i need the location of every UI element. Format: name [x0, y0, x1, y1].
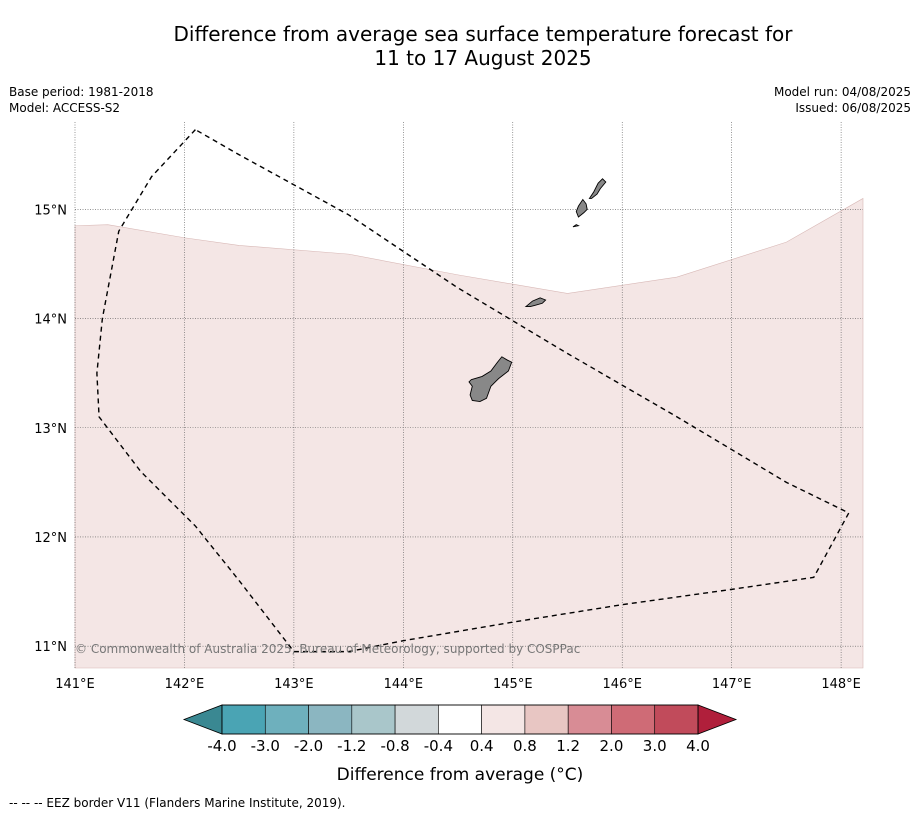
- colorbar-frame: [221, 704, 699, 735]
- meta-right: Model run: 04/08/2025 Issued: 06/08/2025: [774, 84, 911, 116]
- x-tick-label-1: 142°E: [165, 677, 205, 692]
- eez-border: [96, 129, 850, 653]
- map-area: 141°E 142°E 143°E 144°E 145°E 146°E 147°E 148°E…: [34, 122, 864, 692]
- island-0: [468, 356, 513, 403]
- y-tick-label-4: 15°N: [34, 203, 67, 218]
- colorbar-tick-label-2: -2.0: [294, 737, 323, 755]
- x-tick-label-4: 145°E: [493, 677, 533, 692]
- colorbar-tick-label-9: 2.0: [600, 737, 624, 755]
- colorbar-bin-8: [567, 704, 612, 735]
- copyright-credit: © Commonwealth of Australia 2025, Bureau…: [75, 642, 580, 656]
- colorbar-over-arrow: [697, 704, 738, 735]
- colorbar-bin-5: [438, 704, 482, 735]
- colorbar-tick-label-0: -4.0: [207, 737, 236, 755]
- colorbar-bin-3: [351, 704, 396, 735]
- colorbar-bin-0: [221, 704, 266, 735]
- colorbar-tick-label-3: -1.2: [337, 737, 366, 755]
- x-tick-label-7: 148°E: [821, 677, 861, 692]
- chart-title: Difference from average sea surface temp…: [0, 22, 919, 70]
- y-tick-label-1: 12°N: [34, 531, 67, 546]
- colorbar-tick-label-5: -0.4: [424, 737, 453, 755]
- colorbar-tick-label-6: 0.4: [470, 737, 494, 755]
- base-period-text: Base period: 1981-2018: [9, 85, 154, 99]
- anomaly-region: [74, 197, 864, 669]
- colorbar-bin-10: [654, 704, 699, 735]
- colorbar-bin-9: [611, 704, 656, 735]
- title-line-1: Difference from average sea surface temp…: [173, 22, 793, 46]
- island-3: [588, 178, 607, 199]
- island-2: [575, 198, 588, 218]
- model-text: Model: ACCESS-S2: [9, 101, 121, 115]
- y-tick-label-0: 11°N: [34, 640, 67, 655]
- colorbar: -4.0 -3.0 -2.0 -1.2 -0.8 -0.4 0.4 0.8 1.2 2.0 3.0 4…: [182, 704, 738, 785]
- y-tick-label-3: 14°N: [34, 313, 67, 328]
- issued-text: Issued: 06/08/2025: [795, 101, 911, 115]
- colorbar-bin-6: [481, 704, 526, 735]
- model-run-text: Model run: 04/08/2025: [773, 85, 911, 99]
- colorbar-tick-label-4: -0.8: [380, 737, 409, 755]
- x-tick-label-0: 141°E: [55, 677, 95, 692]
- y-tick-label-2: 13°N: [34, 422, 67, 437]
- colorbar-bin-1: [264, 704, 309, 735]
- colorbar-tick-label-7: 0.8: [513, 737, 537, 755]
- x-tick-label-3: 144°E: [384, 677, 424, 692]
- meta-left: Base period: 1981-2018 Model: ACCESS-S2: [9, 84, 154, 116]
- island-4: [572, 224, 580, 228]
- colorbar-tick-label-11: 4.0: [686, 737, 710, 755]
- colorbar-tick-label-8: 1.2: [556, 737, 580, 755]
- title-line-2: 11 to 17 August 2025: [374, 46, 592, 70]
- colorbar-tick-label-10: 3.0: [643, 737, 667, 755]
- colorbar-bin-4: [394, 704, 439, 735]
- colorbar-bin-7: [524, 704, 569, 735]
- colorbar-tick-label-1: -3.0: [251, 737, 280, 755]
- colorbar-under-arrow: [182, 704, 223, 735]
- x-tick-label-6: 147°E: [712, 677, 752, 692]
- x-tick-label-5: 146°E: [602, 677, 642, 692]
- x-tick-label-2: 143°E: [274, 677, 314, 692]
- colorbar-label: Difference from average (°C): [337, 765, 584, 785]
- colorbar-bin-2: [308, 704, 353, 735]
- island-1: [524, 297, 547, 307]
- eez-footnote: -- -- -- EEZ border V11 (Flanders Marine…: [9, 796, 346, 810]
